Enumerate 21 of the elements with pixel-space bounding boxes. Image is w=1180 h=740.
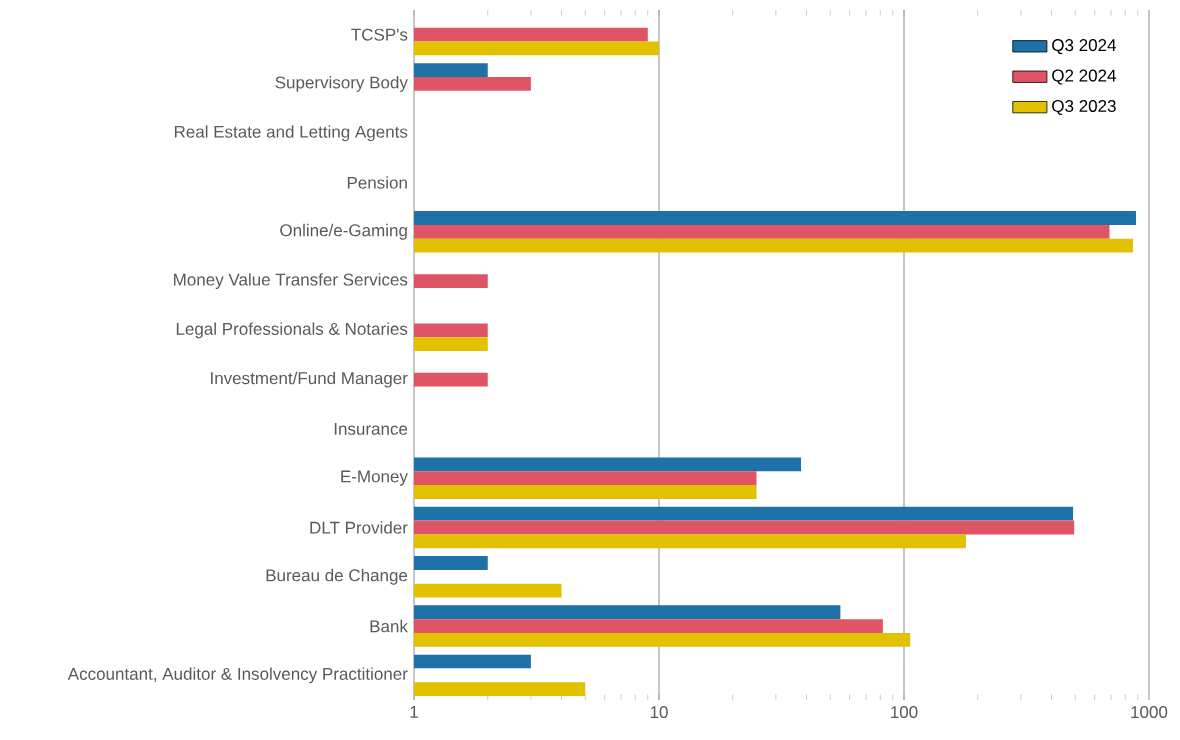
y-tick-label: Online/e-Gaming xyxy=(280,223,407,240)
y-tick-label: Investment/Fund Manager xyxy=(211,371,408,388)
legend-label: Q3 2024 xyxy=(1052,39,1117,55)
y-tick-label: Real Estate and Letting Agents xyxy=(174,125,408,142)
y-tick-label: Legal Professionals & Notaries xyxy=(176,322,408,339)
y-tick-label: Supervisory Body xyxy=(275,76,408,92)
x-tick-label: 10 xyxy=(650,706,668,719)
y-tick-label: Accountant, Auditor & Insolvency Practitioner xyxy=(67,667,408,684)
y-tick-label: Money Value Transfer Services xyxy=(174,273,408,289)
x-tick-label: 1000 xyxy=(1131,706,1168,719)
y-tick-label: Bureau de Change xyxy=(266,568,408,585)
y-tick-label: Insurance xyxy=(334,422,408,435)
y-tick-label: Bank xyxy=(370,619,408,633)
x-tick-label: 1 xyxy=(410,706,418,718)
y-tick-label: E-Money xyxy=(341,470,408,486)
legend-label: Q2 2024 xyxy=(1052,69,1117,85)
legend-label: Q3 2023 xyxy=(1052,99,1116,116)
y-tick-label: TCSP's xyxy=(351,28,408,41)
y-tick-label: Pension xyxy=(347,176,407,189)
y-tick-label: DLT Provider xyxy=(310,521,408,534)
x-tick-label: 100 xyxy=(891,706,918,719)
